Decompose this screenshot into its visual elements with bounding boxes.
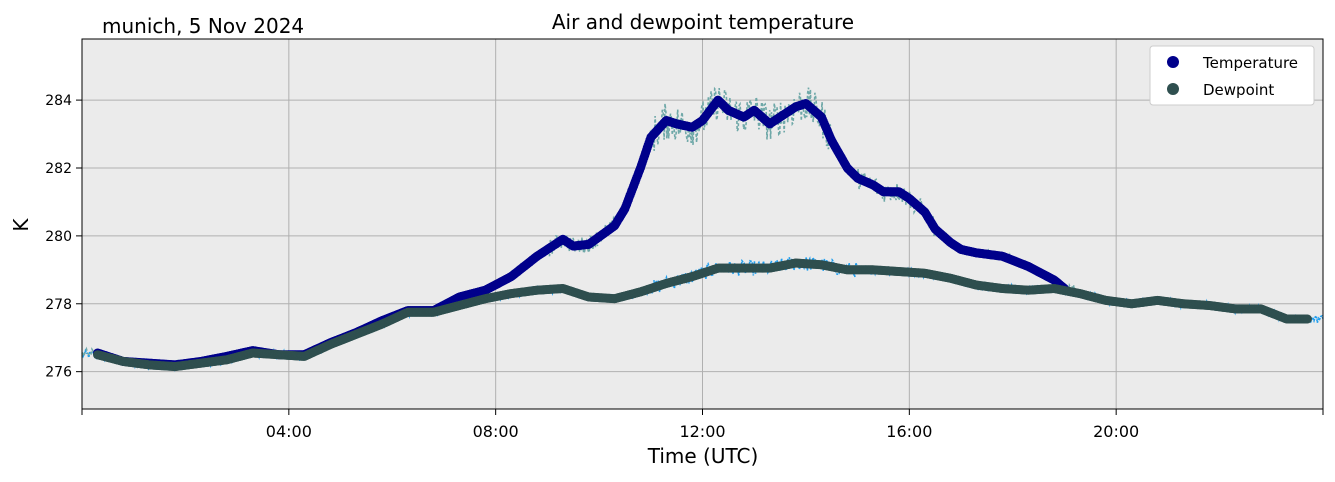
x-tick-label: 16:00 [886,422,932,441]
x-tick-label: 12:00 [679,422,725,441]
location-date-label: munich, 5 Nov 2024 [102,14,304,38]
y-tick-label: 276 [45,365,72,381]
dewpoint-point [1303,314,1312,324]
legend-label-dewpoint: Dewpoint [1203,81,1274,99]
x-tick-label: 08:00 [473,422,519,441]
x-tick-label: 04:00 [266,422,312,441]
legend-label-temperature: Temperature [1202,54,1298,72]
axis-ticks: 04:00 08:00 12:00 16:00 20:00 276 278 280 282 284 [45,93,1324,441]
series-markers [93,95,1312,372]
legend-marker-dewpoint [1167,83,1179,95]
chart-title: Air and dewpoint temperature [552,10,854,34]
legend: Temperature Dewpoint [1149,45,1315,106]
dewpoint-series [93,258,1312,372]
x-tick-label: 20:00 [1093,422,1139,441]
y-tick-label: 284 [45,93,72,109]
legend-marker-temperature [1167,56,1179,68]
y-tick-label: 280 [45,229,72,245]
y-tick-label: 282 [45,161,72,177]
x-axis-label: Time (UTC) [647,444,759,468]
y-tick-label: 278 [45,297,72,313]
legend-box [1149,45,1315,106]
y-axis-label: K [9,218,33,232]
